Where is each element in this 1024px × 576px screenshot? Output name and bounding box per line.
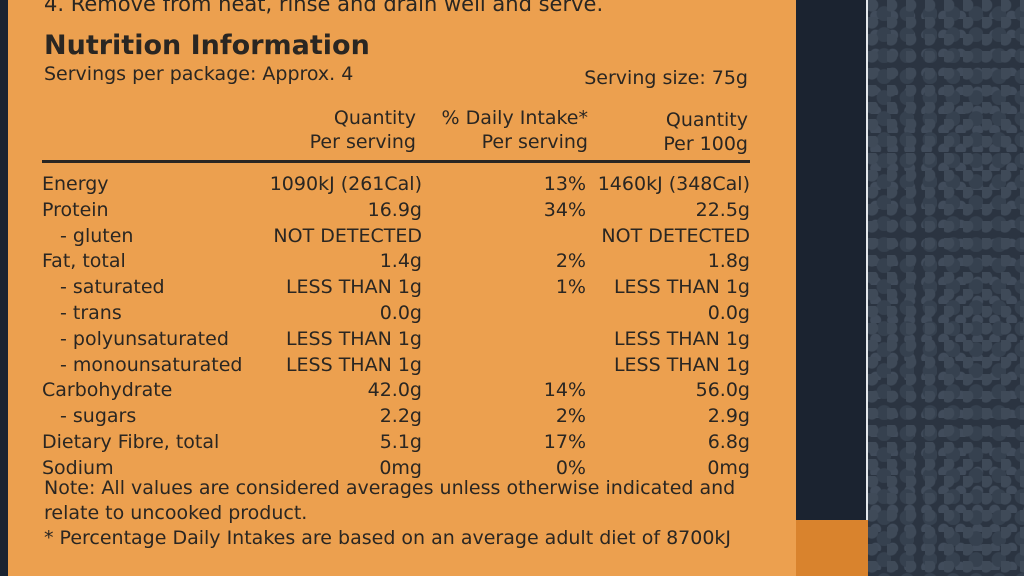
nutrient-name: Fat, total: [42, 250, 126, 273]
daily-intake-percent: 2%: [555, 405, 586, 428]
table-row: Carbohydrate 42.0g 14% 56.0g: [42, 378, 750, 404]
table-row: - sugars 2.2g 2% 2.9g: [42, 404, 750, 430]
table-row: - monounsaturated LESS THAN 1g LESS THAN 1…: [42, 353, 750, 379]
nutrient-name: - polyunsaturated: [60, 327, 229, 350]
quantity-per-serving: 2.2g: [379, 405, 422, 428]
table-row: Energy 1090kJ (261Cal) 13% 1460kJ (348Cal): [42, 172, 750, 198]
instruction-step-4: 4. Remove from heat, rinse and drain wel…: [44, 0, 604, 16]
nutrient-name: - gluten: [60, 224, 134, 247]
quantity-per-100g: 1.8g: [707, 250, 750, 273]
quantity-per-100g: LESS THAN 1g: [613, 353, 750, 376]
table-row: - saturated LESS THAN 1g 1% LESS THAN 1g: [42, 275, 750, 301]
nutrient-name: - monounsaturated: [60, 353, 243, 376]
nutrition-title: Nutrition Information: [44, 30, 370, 61]
nutrition-label: 4. Remove from heat, rinse and drain wel…: [8, 0, 796, 576]
daily-intake-percent: 13%: [543, 173, 586, 195]
quantity-per-100g: 22.5g: [695, 198, 750, 221]
box-left-edge: [0, 0, 8, 576]
quantity-per-100g: 0.0g: [707, 301, 750, 324]
averages-note: Note: All values are considered averages…: [44, 477, 736, 524]
daily-intake-percent: 34%: [543, 198, 586, 221]
nutrient-name: Sodium: [42, 456, 114, 479]
quantity-per-serving: 0.0g: [379, 301, 422, 324]
quantity-per-100g: 56.0g: [695, 379, 750, 402]
header-quantity-per-100g: Quantity Per 100g: [663, 109, 748, 155]
nutrient-name: - sugars: [60, 405, 137, 428]
quantity-per-serving: 5.1g: [379, 430, 422, 453]
table-row: Dietary Fibre, total 5.1g 17% 6.8g: [42, 430, 750, 456]
servings-per-package: Servings per package: Approx. 4: [44, 63, 354, 85]
box-bottom-flap: [796, 520, 874, 576]
box-dark-side: [796, 0, 868, 520]
daily-intake-percent: 17%: [543, 430, 586, 453]
table-row: Sodium 0mg 0% 0mg: [42, 456, 750, 482]
nutrient-name: Energy: [42, 173, 109, 195]
quantity-per-100g: 6.8g: [707, 430, 750, 453]
table-row: - trans 0.0g 0.0g: [42, 301, 750, 327]
quantity-per-serving: LESS THAN 1g: [285, 353, 422, 376]
table-row: - gluten NOT DETECTED NOT DETECTED: [42, 224, 750, 250]
quantity-per-serving: 16.9g: [367, 198, 422, 221]
table-row: Fat, total 1.4g 2% 1.8g: [42, 249, 750, 275]
nutrition-table: Energy 1090kJ (261Cal) 13% 1460kJ (348Cal) P…: [42, 172, 750, 482]
daily-intake-footnote: * Percentage Daily Intakes are based on …: [44, 527, 732, 549]
fabric-background: [868, 0, 1024, 576]
quantity-per-serving: 42.0g: [367, 379, 422, 402]
daily-intake-percent: 1%: [555, 276, 586, 299]
quantity-per-serving: 1090kJ (261Cal): [269, 173, 422, 195]
quantity-per-100g: 2.9g: [707, 405, 750, 428]
daily-intake-percent: 2%: [555, 250, 586, 273]
quantity-per-serving: 1.4g: [379, 250, 422, 273]
header-daily-intake: % Daily Intake* Per serving: [441, 107, 588, 153]
table-row: Protein 16.9g 34% 22.5g: [42, 198, 750, 224]
table-header-rule: [42, 160, 750, 163]
nutrient-name: - saturated: [60, 276, 165, 299]
quantity-per-100g: 1460kJ (348Cal): [597, 173, 750, 195]
nutrient-name: - trans: [60, 301, 122, 324]
nutrient-name: Carbohydrate: [42, 379, 173, 402]
nutrient-name: Dietary Fibre, total: [42, 430, 220, 453]
daily-intake-percent: 0%: [555, 456, 586, 479]
quantity-per-100g: LESS THAN 1g: [613, 276, 750, 299]
serving-size: Serving size: 75g: [584, 67, 748, 89]
quantity-per-100g: LESS THAN 1g: [613, 327, 750, 350]
quantity-per-serving: NOT DETECTED: [273, 224, 422, 247]
quantity-per-serving: LESS THAN 1g: [285, 327, 422, 350]
daily-intake-percent: 14%: [543, 379, 586, 402]
quantity-per-100g: NOT DETECTED: [601, 224, 750, 247]
nutrient-name: Protein: [42, 198, 109, 221]
quantity-per-100g: 0mg: [707, 456, 750, 479]
quantity-per-serving: 0mg: [379, 456, 422, 479]
header-quantity-per-serving: Quantity Per serving: [309, 107, 416, 153]
quantity-per-serving: LESS THAN 1g: [285, 276, 422, 299]
table-row: - polyunsaturated LESS THAN 1g LESS THAN 1…: [42, 327, 750, 353]
